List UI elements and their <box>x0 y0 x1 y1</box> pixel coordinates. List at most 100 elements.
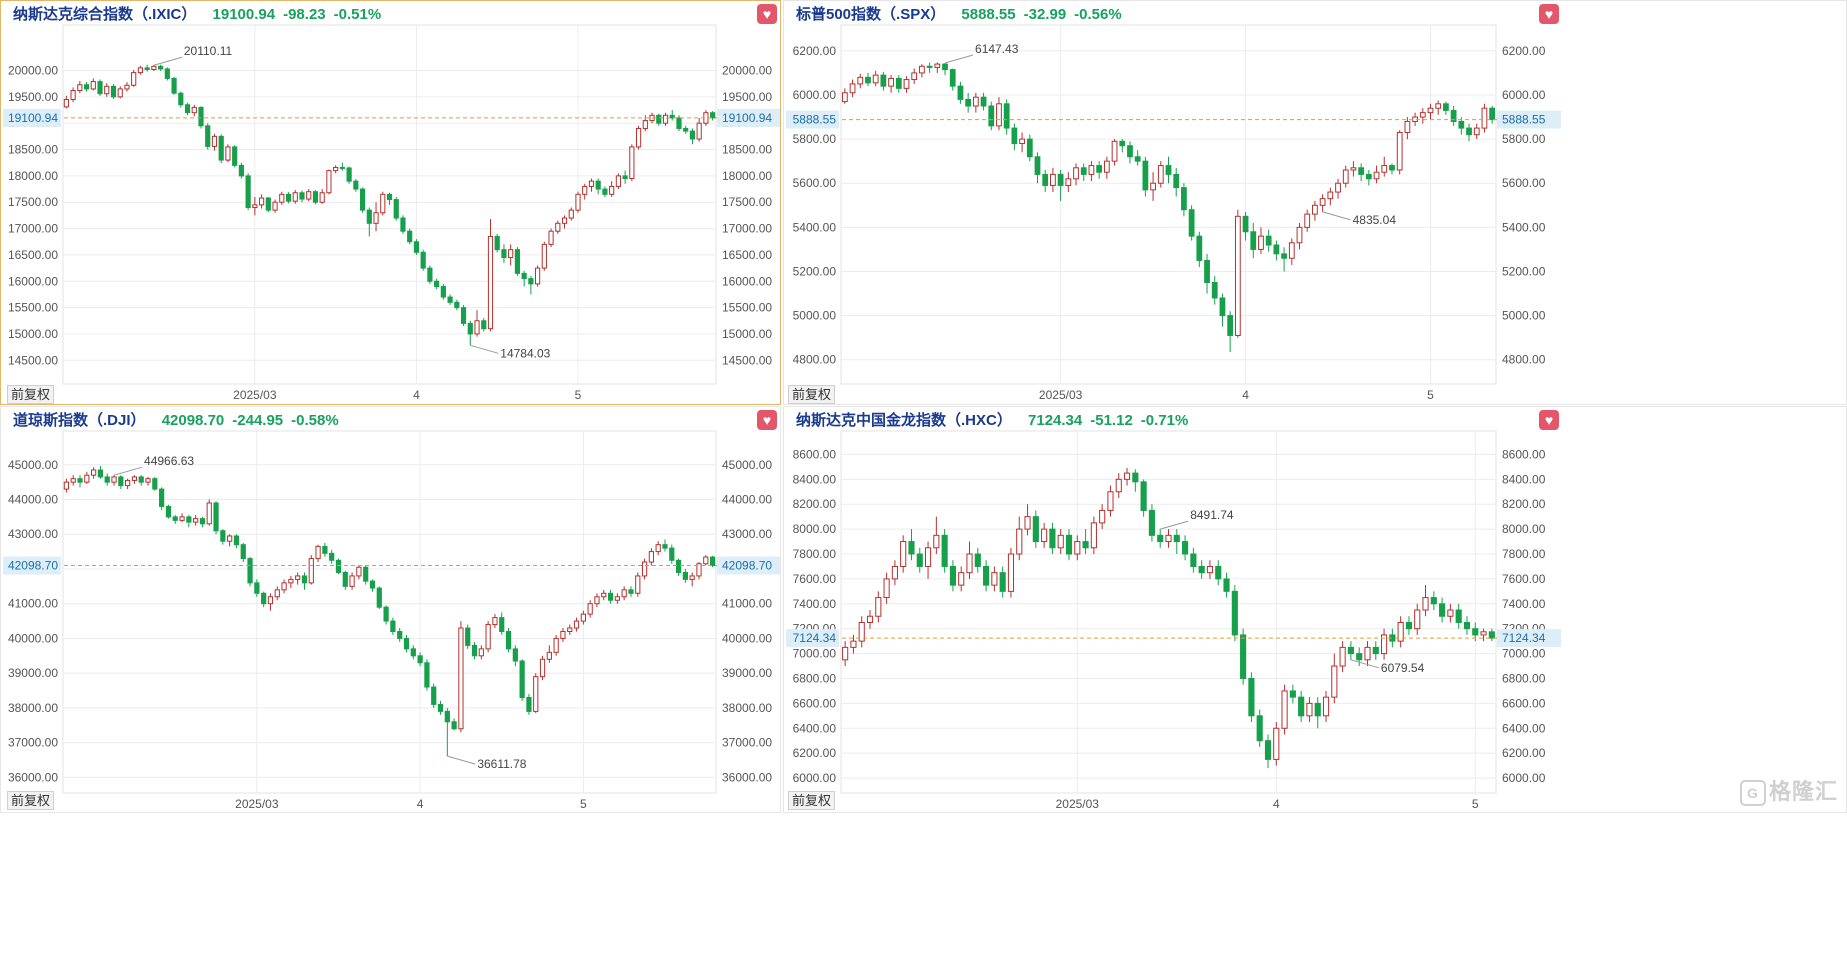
adjust-mode-button[interactable]: 前复权 <box>788 385 836 404</box>
candle <box>1231 585 1238 642</box>
candle-body <box>842 646 849 661</box>
candle <box>676 115 682 132</box>
candle <box>1227 311 1234 353</box>
candle <box>240 542 246 563</box>
candle-body <box>198 106 204 127</box>
candle <box>1466 123 1472 142</box>
candle-body <box>1182 541 1189 555</box>
candle-body <box>1219 297 1226 317</box>
candle-body <box>366 209 372 224</box>
candle-body <box>1350 167 1357 171</box>
high-annotation: 8491.74 <box>1190 508 1234 522</box>
y-tick-label-left: 19500.00 <box>8 90 58 104</box>
favorite-heart-icon[interactable]: ♥ <box>757 4 777 24</box>
candle <box>295 572 301 585</box>
candle <box>211 133 218 151</box>
annotation-leader <box>153 56 183 66</box>
candle <box>996 97 1002 131</box>
candle <box>159 487 165 510</box>
candle <box>602 186 608 197</box>
last-price-label-right: 42098.70 <box>722 559 772 573</box>
candle <box>1455 603 1462 629</box>
y-tick-label-right: 38000.00 <box>722 701 772 715</box>
candle-body <box>1080 167 1087 175</box>
candle-body <box>444 710 450 723</box>
candle <box>1473 123 1480 140</box>
candle-body <box>508 249 514 259</box>
candle-body <box>501 249 507 259</box>
candle-body <box>561 217 568 224</box>
candle <box>1389 163 1395 175</box>
adjust-mode-button[interactable]: 前复权 <box>788 791 836 810</box>
candle-body <box>588 180 595 187</box>
candle <box>1405 616 1413 635</box>
candle <box>1419 108 1426 124</box>
candle-body <box>1248 677 1255 717</box>
chart-spx[interactable]: 4800.00 4800.00 5000.00 5000.00 5200.00 5200.… <box>784 1 1846 404</box>
candle <box>1304 209 1311 232</box>
index-change: -32.99 <box>1023 6 1067 23</box>
candle <box>1034 152 1041 184</box>
candle <box>288 575 294 589</box>
index-name: 纳斯达克综合指数（.IXIC） <box>13 6 197 23</box>
candle-body <box>1082 541 1089 549</box>
candle-body <box>218 135 224 161</box>
chart-panel-dji: 36000.00 36000.00 37000.00 37000.00 38000.00… <box>0 406 781 813</box>
chart-dji[interactable]: 36000.00 36000.00 37000.00 37000.00 38000.00… <box>1 407 780 812</box>
x-tick-label: 4 <box>1242 388 1249 402</box>
candle <box>553 634 559 656</box>
candle-body <box>104 476 110 483</box>
candle-body <box>494 235 500 251</box>
candle-body <box>1372 646 1379 655</box>
chart-ixic[interactable]: 14500.00 14500.00 15000.00 15000.00 15500.00… <box>1 1 780 404</box>
y-tick-label-right: 45000.00 <box>722 458 772 472</box>
favorite-heart-icon[interactable]: ♥ <box>757 410 777 430</box>
candle-body <box>555 222 561 232</box>
candle-body <box>1339 646 1346 667</box>
candle <box>1450 106 1457 126</box>
y-tick-label-left: 44000.00 <box>8 493 58 507</box>
plot-area <box>840 430 1497 794</box>
adjust-mode-button[interactable]: 前复权 <box>7 385 55 404</box>
y-tick-label-right: 17500.00 <box>722 195 772 209</box>
candle-body <box>353 180 359 190</box>
candle <box>1427 103 1434 120</box>
candle-body <box>1281 253 1287 259</box>
candle <box>710 111 716 121</box>
candle <box>1132 469 1139 492</box>
candle <box>353 179 359 192</box>
adjust-mode-button[interactable]: 前复权 <box>7 791 55 810</box>
favorite-heart-icon[interactable]: ♥ <box>1539 4 1559 24</box>
candle-body <box>900 541 907 567</box>
candle-body <box>560 630 566 639</box>
candle-body <box>1396 131 1403 171</box>
candle <box>1234 209 1241 338</box>
candle-body <box>1165 165 1172 175</box>
candle-body <box>919 65 925 74</box>
candle <box>144 64 150 72</box>
candle-body <box>164 68 170 79</box>
candle-body <box>1312 204 1318 215</box>
y-tick-label-right: 40000.00 <box>722 631 772 645</box>
candle <box>635 572 641 597</box>
y-tick-label-left: 14500.00 <box>8 353 58 367</box>
candle-body <box>1188 209 1195 237</box>
candle <box>138 475 144 486</box>
candle-body <box>866 615 874 623</box>
candle <box>70 87 76 103</box>
candle-body <box>1319 198 1326 206</box>
candle <box>104 83 110 97</box>
candle-body <box>1190 553 1197 567</box>
candle <box>1173 167 1180 197</box>
candle <box>1082 529 1089 555</box>
candle-body <box>682 571 688 580</box>
favorite-heart-icon[interactable]: ♥ <box>1539 410 1559 430</box>
candle <box>991 566 998 592</box>
candle <box>178 91 184 108</box>
candle-body <box>400 217 406 232</box>
candle <box>259 194 265 209</box>
candle <box>609 181 615 197</box>
chart-hxc[interactable]: 6000.00 6000.00 6200.00 6200.00 6400.00 6400.… <box>784 407 1846 812</box>
candle-body <box>1265 235 1272 246</box>
candle <box>1258 227 1264 254</box>
